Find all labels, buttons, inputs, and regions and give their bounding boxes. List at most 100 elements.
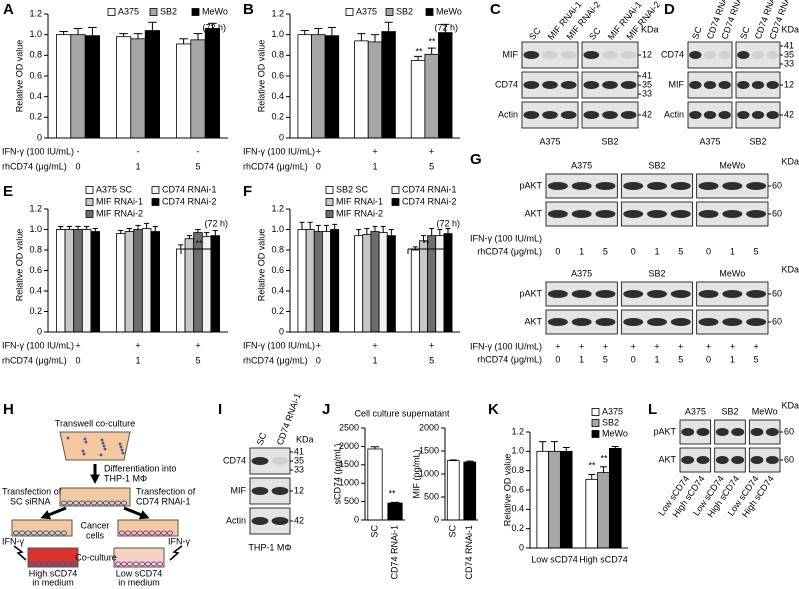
cell <box>154 530 162 536</box>
band <box>620 111 637 119</box>
kda-label: KDa <box>781 156 799 166</box>
cell <box>156 561 164 567</box>
band <box>647 182 667 190</box>
cell <box>114 500 122 506</box>
condition-value: + <box>372 146 377 156</box>
legend-label: MeWo <box>602 428 628 438</box>
bar <box>381 31 396 139</box>
condition-value: 1 <box>654 354 659 364</box>
band <box>696 428 710 436</box>
lane-label: SC <box>587 25 603 41</box>
legend-label: MIF RNAi-2 <box>336 208 383 218</box>
cell <box>84 500 92 506</box>
bar <box>585 478 599 549</box>
condition-value: + <box>631 341 636 351</box>
bar <box>116 36 132 139</box>
row-label: MIF <box>669 79 685 89</box>
y-tick-label: 0.4 <box>29 285 42 295</box>
band <box>765 428 779 436</box>
row-label: pAKT <box>519 288 542 298</box>
y-tick-label: 0.6 <box>271 70 284 80</box>
legend-swatch <box>425 8 434 16</box>
cell <box>64 561 72 567</box>
panel-letter: A <box>3 1 14 18</box>
row-label: AKT <box>524 208 542 218</box>
condition-label: rhCD74 (μg/mL) <box>2 355 67 365</box>
y-axis-label: Relative OD value <box>14 40 24 113</box>
bar <box>387 502 403 521</box>
condition-value: + <box>429 146 434 156</box>
condition-value: 1 <box>579 246 584 256</box>
legend-label: MIF RNAi-1 <box>96 196 143 206</box>
x-tick-label: High sCD74 <box>579 554 628 564</box>
band <box>750 456 764 464</box>
legend-swatch <box>385 8 394 16</box>
cell <box>142 530 150 536</box>
diagram-text: Transwell co-culture <box>55 418 135 428</box>
band <box>251 517 269 525</box>
cell <box>90 500 98 506</box>
bar <box>410 60 426 139</box>
condition-value: 0 <box>555 354 560 364</box>
annotation: ** <box>195 238 203 248</box>
y-tick-label: 1.2 <box>271 8 284 18</box>
lane-label: SC <box>527 25 543 41</box>
row-label: Actin <box>498 109 518 119</box>
cell <box>30 530 38 536</box>
kda-label: KDa <box>781 400 799 410</box>
bar <box>190 39 206 139</box>
kda-marker: 33 <box>294 464 304 474</box>
cell-line-label: SB2 <box>601 136 618 146</box>
band <box>623 290 644 298</box>
monocyte <box>83 437 87 441</box>
band <box>731 428 745 436</box>
band <box>620 81 637 89</box>
cell <box>18 530 26 536</box>
row-label: AKT <box>524 316 542 326</box>
band <box>696 456 710 464</box>
legend-label: A375 <box>602 406 623 416</box>
condition-label: rhCD74 (μg/mL) <box>2 161 67 171</box>
legend-label: SB2 <box>160 6 177 16</box>
cell-line-label: MeWo <box>719 160 745 170</box>
kda-marker: 41 <box>642 70 652 80</box>
condition-value: 1 <box>135 161 140 171</box>
band <box>698 182 719 190</box>
panel-letter: K <box>488 401 499 418</box>
condition-value: 0 <box>316 355 321 365</box>
annotation: ** <box>415 46 423 56</box>
condition-value: + <box>753 341 758 351</box>
bar <box>133 229 143 333</box>
annotation: (72 h) <box>436 218 460 228</box>
bar <box>184 238 195 333</box>
bar <box>73 229 83 333</box>
band <box>751 81 765 89</box>
condition-value: + <box>195 340 200 350</box>
bar <box>311 34 326 139</box>
cell <box>166 530 174 536</box>
legend-swatch <box>591 430 600 438</box>
condition-value: 5 <box>678 354 683 364</box>
cell-line-label: A375 <box>571 268 592 278</box>
kda-marker: 35 <box>294 455 304 465</box>
lane-label: SC <box>255 431 269 447</box>
condition-label: rhCD74 (μg/mL) <box>477 354 542 364</box>
panel-letter: G <box>470 151 482 168</box>
y-tick-label: 1.2 <box>271 203 284 213</box>
legend-label: SB2 SC <box>336 184 369 194</box>
y-tick-label: 0 <box>37 132 42 142</box>
band <box>766 51 779 59</box>
band <box>737 111 750 119</box>
panel-letter: J <box>322 401 330 418</box>
band <box>766 81 779 89</box>
diagram-text: Transfection of <box>2 486 62 496</box>
cell <box>46 561 54 567</box>
bar <box>150 231 161 333</box>
bar <box>313 231 323 333</box>
bar <box>210 235 221 333</box>
bar <box>84 35 100 139</box>
cell <box>130 530 138 536</box>
diagram-text: Transfection of <box>136 486 196 496</box>
y-tick-label: 0.2 <box>271 112 284 122</box>
transwell <box>59 431 131 461</box>
